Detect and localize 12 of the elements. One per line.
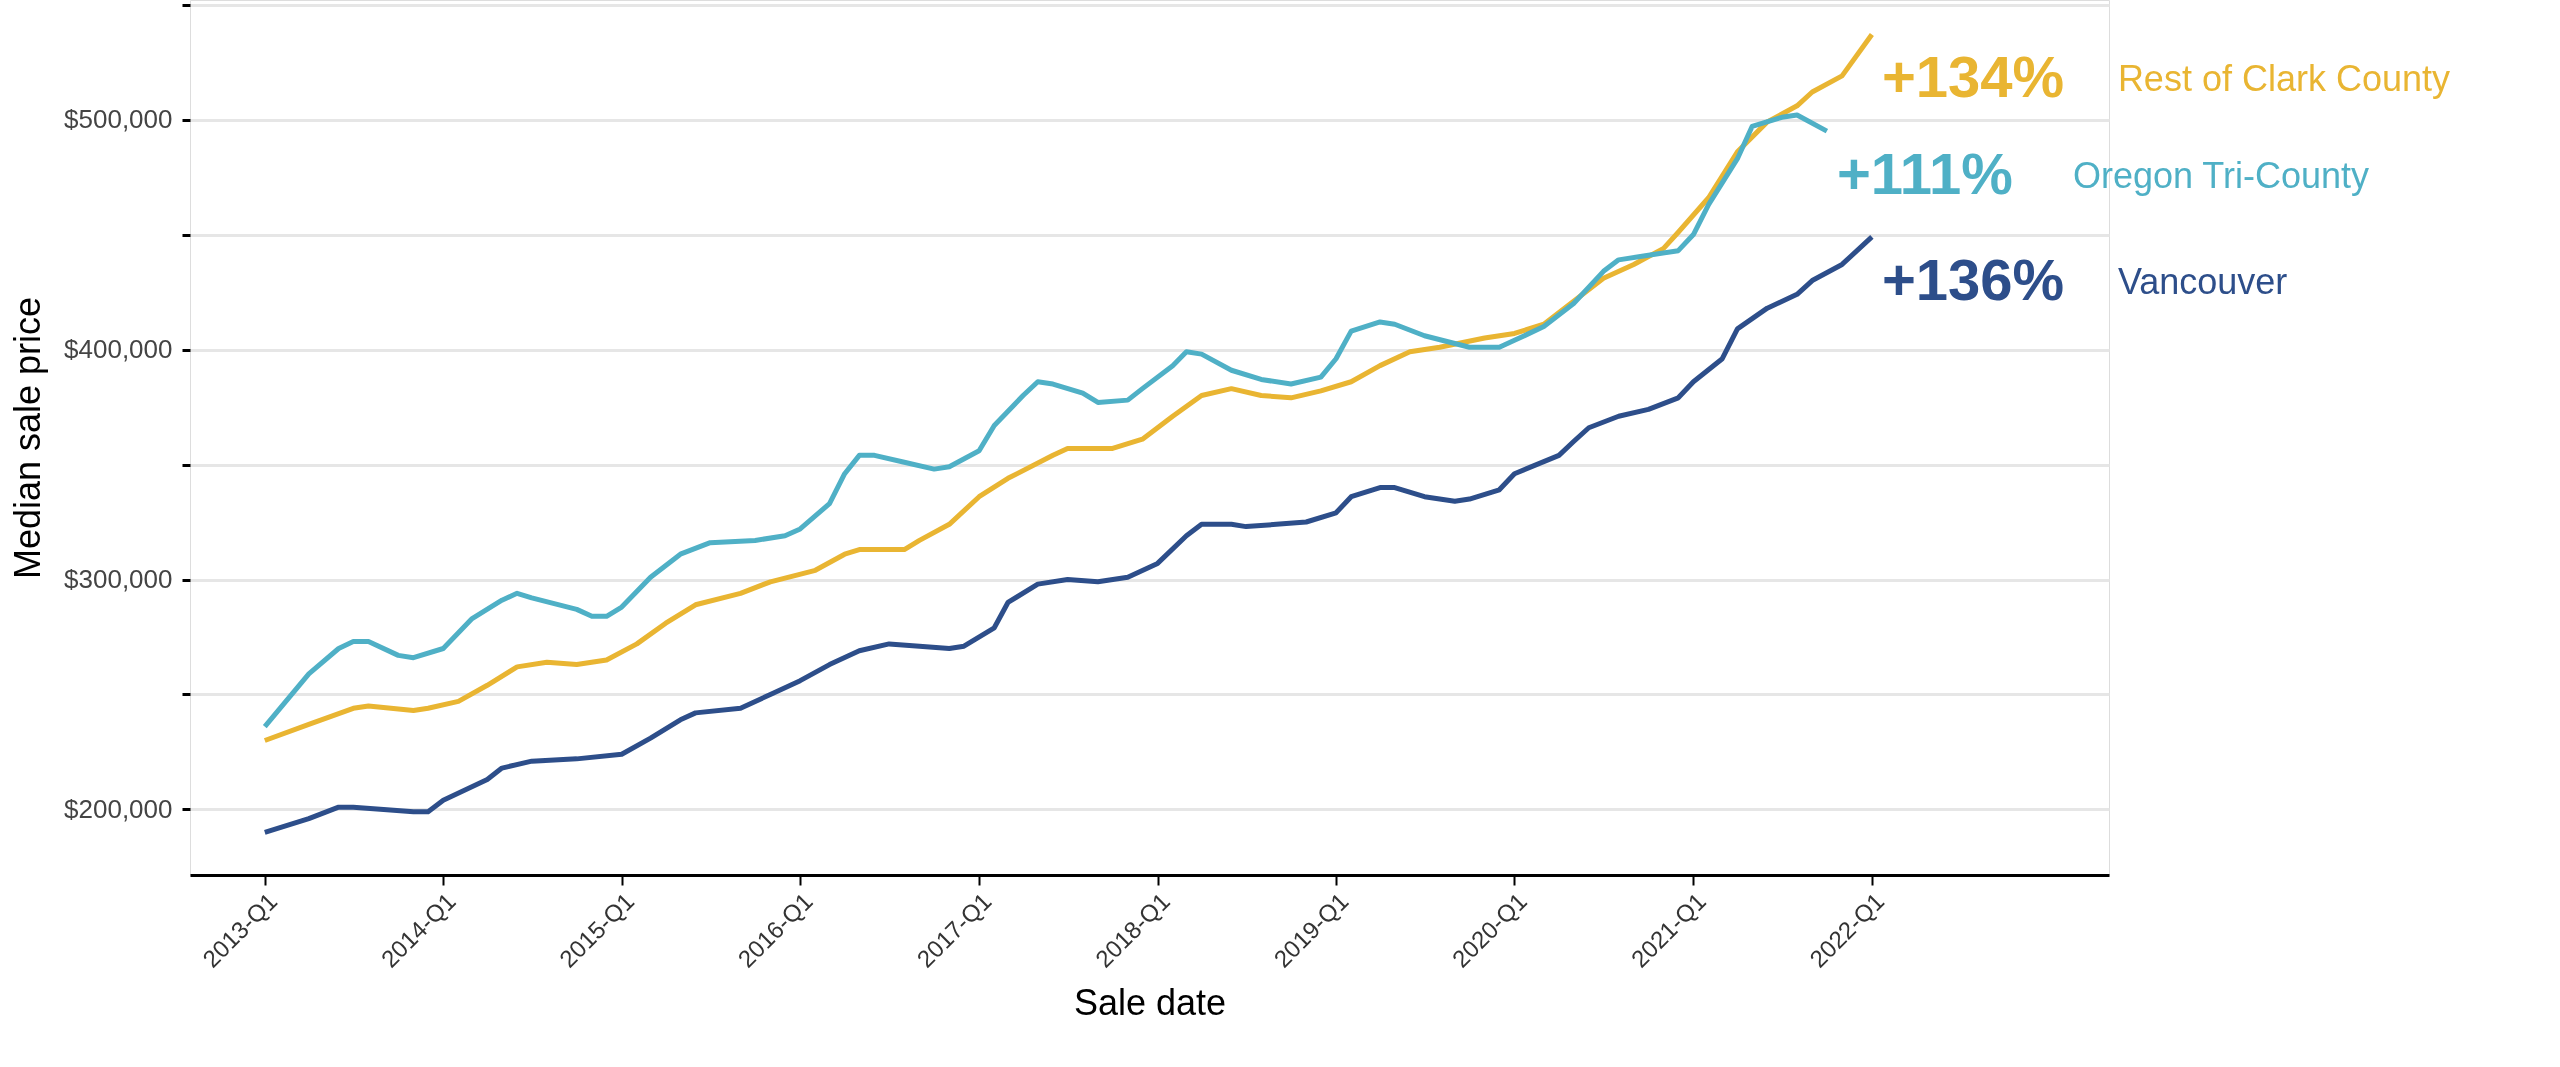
text: Oregon Tri-County — [2072, 155, 2370, 197]
annotation: +111% — [1836, 141, 2013, 207]
y-tick-label: $300,000 — [64, 564, 173, 594]
annotation: +134% — [1881, 44, 2065, 110]
x-axis-title: Sale date — [1073, 981, 1227, 1023]
text: Vancouver — [2117, 260, 2288, 302]
y-tick-label: $200,000 — [64, 793, 173, 824]
annotation: +136% — [1881, 246, 2065, 312]
y-tick-label: $500,000 — [64, 104, 173, 135]
text: Rest of Clark County — [2117, 58, 2450, 100]
y-axis-title: Median sale price — [7, 296, 49, 580]
y-tick-label: $400,000 — [64, 334, 173, 365]
